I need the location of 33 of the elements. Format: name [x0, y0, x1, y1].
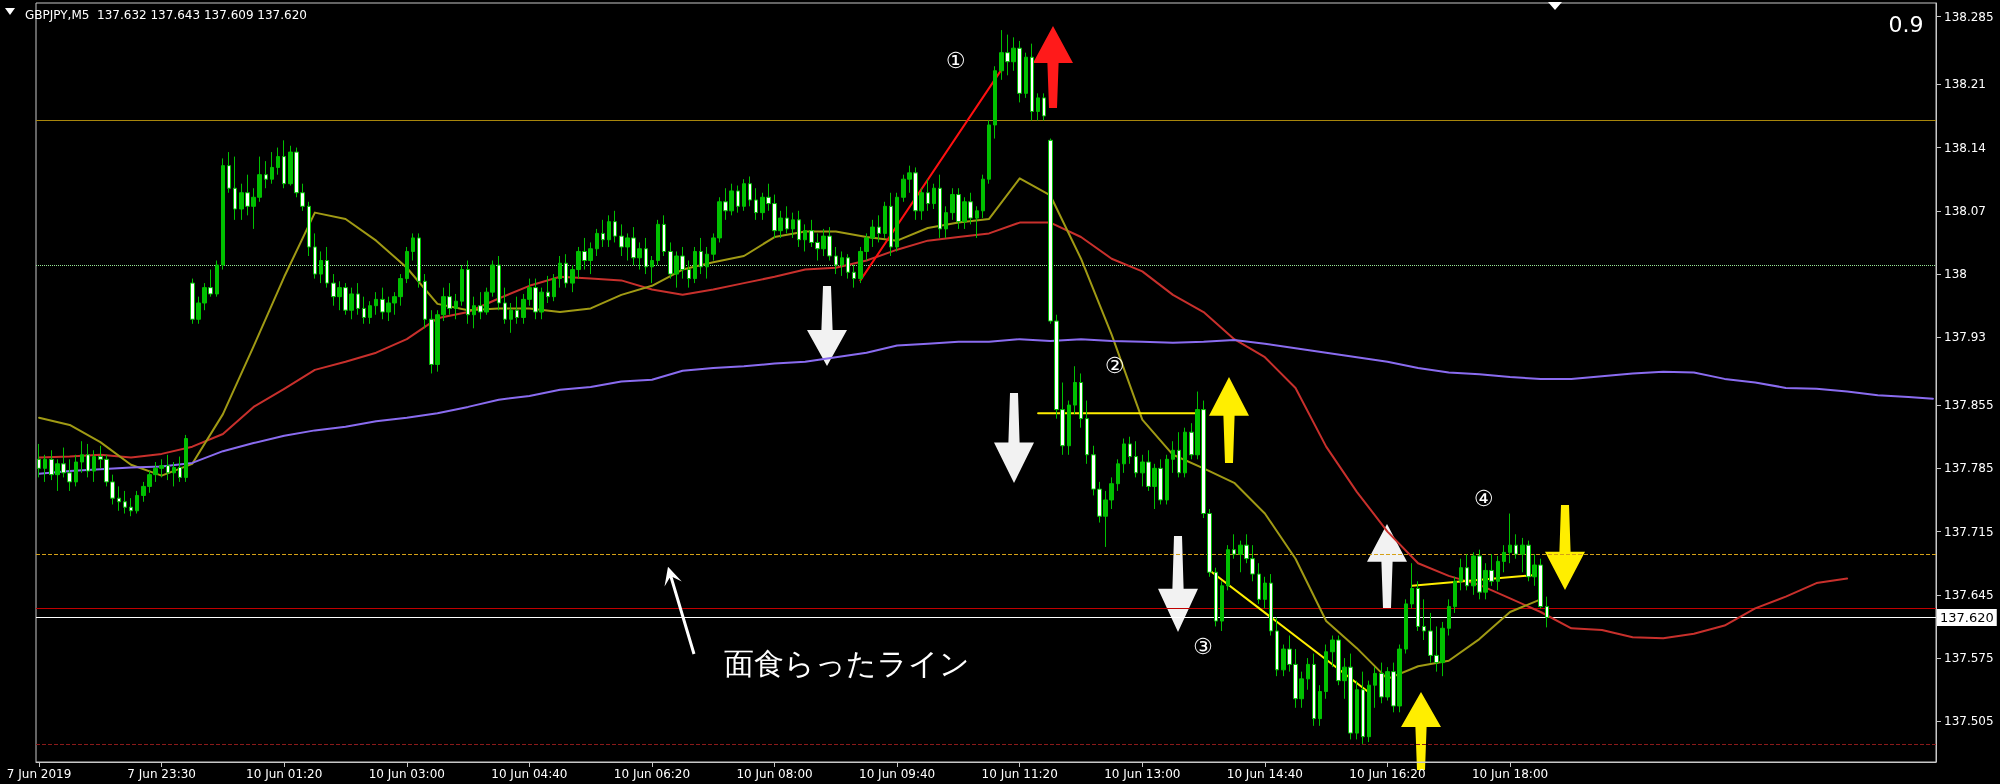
y-tick-label: 137.785: [1944, 461, 1994, 476]
annotation: ④: [1473, 485, 1494, 511]
x-tick-label: 10 Jun 04:40: [491, 767, 568, 781]
y-tick-label: 138.14: [1944, 140, 1986, 155]
y-tick-label: 137.505: [1944, 714, 1994, 729]
annotation: ③: [1193, 633, 1213, 659]
ref-line-label: 137.620: [1940, 609, 1994, 625]
y-tick-label: 137.93: [1944, 330, 1986, 345]
x-tick-label: 10 Jun 06:20: [613, 767, 691, 781]
y-tick-label: 137.575: [1944, 651, 1994, 666]
x-tick-label: 10 Jun 11:20: [981, 767, 1058, 781]
annotation: ①: [945, 47, 966, 73]
x-tick-label: 10 Jun 13:00: [1104, 767, 1181, 781]
x-tick-label: 10 Jun 08:00: [736, 767, 813, 781]
x-tick-label: 10 Jun 03:00: [368, 767, 445, 781]
x-tick-label: 10 Jun 09:40: [859, 767, 936, 781]
annotation: ②: [1104, 352, 1125, 378]
annotation: 面食らったライン: [723, 645, 970, 681]
annotation: 0.9: [1888, 11, 1924, 37]
x-tick-label: 10 Jun 01:20: [246, 767, 323, 781]
x-tick-label: 7 Jun 2019: [6, 767, 72, 781]
x-tick-label: 10 Jun 16:20: [1349, 767, 1426, 781]
y-tick-label: 137.715: [1944, 524, 1994, 539]
y-tick-label: 138.285: [1944, 9, 1994, 24]
chart-title: GBPJPY,M5 137.632 137.643 137.609 137.620: [25, 8, 307, 22]
x-tick-label: 10 Jun 14:40: [1226, 767, 1303, 781]
y-tick-label: 137.855: [1944, 398, 1994, 413]
y-tick-label: 138: [1944, 267, 1967, 282]
x-tick-label: 10 Jun 18:00: [1471, 767, 1549, 781]
y-tick-label: 138.07: [1944, 203, 1986, 218]
y-tick-label: 138.21: [1944, 77, 1986, 92]
y-tick-label: 137.645: [1944, 587, 1994, 602]
x-tick-label: 7 Jun 23:30: [127, 767, 196, 781]
